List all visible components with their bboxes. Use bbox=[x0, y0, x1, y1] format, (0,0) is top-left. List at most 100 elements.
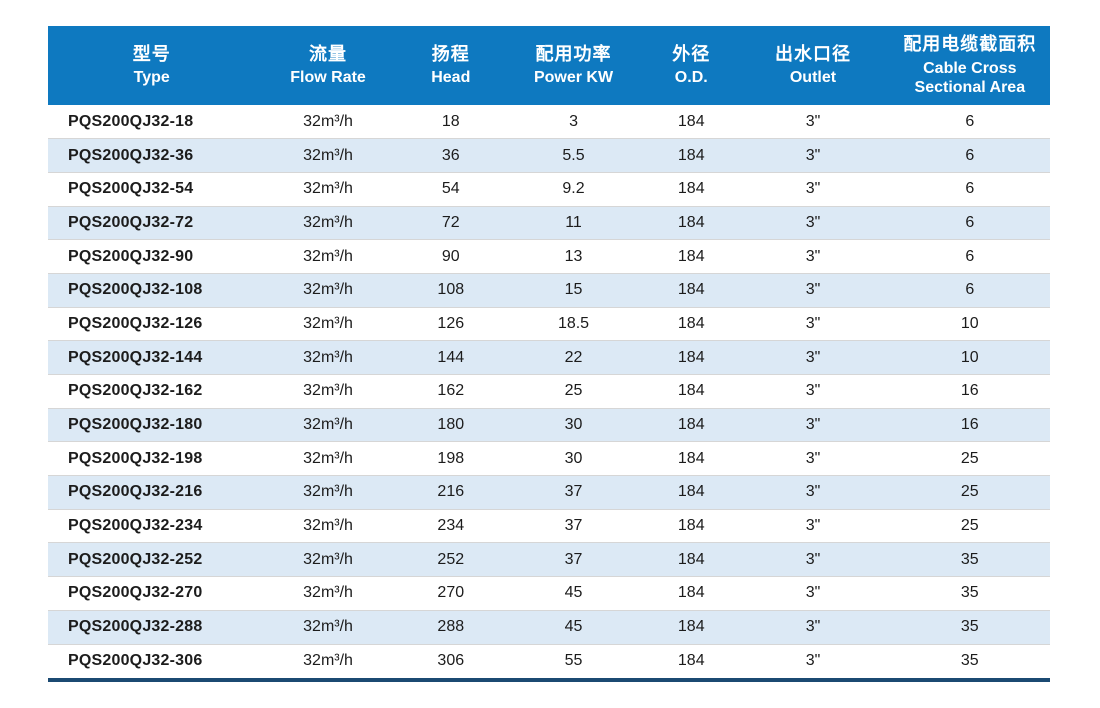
cell-power: 37 bbox=[500, 475, 647, 510]
cell-cable-area: 35 bbox=[889, 643, 1050, 678]
column-header-outlet: 出水口径 Outlet bbox=[736, 26, 890, 105]
pump-spec-table: 型号 Type 流量 Flow Rate 扬程 Head 配用功率 Power … bbox=[48, 26, 1050, 682]
cell-flow-rate: 32m³/h bbox=[255, 272, 401, 308]
cell-flow-rate: 32m³/h bbox=[255, 643, 401, 678]
cell-head: 108 bbox=[400, 272, 501, 308]
cell-head: 216 bbox=[400, 475, 501, 510]
table-row: PQS200QJ32-126 32m³/h 126 18.5 184 3" 10 bbox=[48, 306, 1050, 341]
cell-head: 90 bbox=[400, 239, 501, 274]
table-row: PQS200QJ32-216 32m³/h 216 37 184 3" 25 bbox=[48, 475, 1050, 510]
cell-od: 184 bbox=[646, 138, 737, 173]
header-power-cn: 配用功率 bbox=[535, 43, 612, 64]
cell-od: 184 bbox=[646, 576, 737, 611]
column-header-od: 外径 O.D. bbox=[646, 26, 737, 105]
column-header-type: 型号 Type bbox=[48, 26, 256, 105]
cell-type: PQS200QJ32-216 bbox=[48, 475, 256, 510]
cell-od: 184 bbox=[646, 374, 737, 409]
header-cable-area-en: Cable Cross Sectional Area bbox=[914, 59, 1026, 96]
header-type-cn: 型号 bbox=[132, 43, 171, 64]
cell-type: PQS200QJ32-180 bbox=[48, 407, 256, 442]
table-row: PQS200QJ32-162 32m³/h 162 25 184 3" 16 bbox=[48, 374, 1050, 409]
header-head-cn: 扬程 bbox=[431, 43, 470, 64]
cell-cable-area: 25 bbox=[889, 508, 1050, 543]
header-od-cn: 外径 bbox=[672, 43, 711, 64]
cell-power: 5.5 bbox=[500, 138, 647, 173]
cell-power: 37 bbox=[500, 508, 647, 543]
cell-power: 30 bbox=[500, 407, 647, 442]
cell-type: PQS200QJ32-90 bbox=[48, 239, 256, 274]
cell-cable-area: 10 bbox=[889, 340, 1050, 375]
cell-power: 9.2 bbox=[500, 171, 647, 207]
cell-flow-rate: 32m³/h bbox=[255, 306, 401, 341]
header-head-en: Head bbox=[431, 69, 471, 87]
cell-head: 18 bbox=[441, 112, 460, 130]
cell-od: 184 bbox=[646, 272, 737, 308]
table-row: PQS200QJ32-252 32m³/h 252 37 184 3" 35 bbox=[48, 542, 1050, 577]
table-row: PQS200QJ32-198 32m³/h 198 30 184 3" 25 bbox=[48, 441, 1050, 476]
cell-outlet: 3" bbox=[736, 272, 890, 308]
cell-power: 37 bbox=[500, 542, 647, 577]
cell-type: PQS200QJ32-126 bbox=[48, 306, 256, 341]
cell-type: PQS200QJ32-54 bbox=[48, 171, 256, 207]
cell-power: 18.5 bbox=[500, 306, 647, 341]
header-row: 型号 Type 流量 Flow Rate 扬程 Head 配用功率 Power … bbox=[48, 26, 1050, 105]
cell-flow-rate: 32m³/h bbox=[255, 475, 401, 510]
cell-flow-rate: 32m³/h bbox=[255, 171, 401, 207]
cell-flow-rate: 32m³/h bbox=[255, 609, 401, 644]
cell-outlet: 3" bbox=[736, 475, 890, 510]
cell-power: 22 bbox=[500, 340, 647, 375]
cell-head: 126 bbox=[400, 306, 501, 341]
cell-flow-rate: 32m³/h bbox=[255, 138, 401, 173]
cell-type: PQS200QJ32-72 bbox=[48, 205, 256, 240]
cell-od: 184 bbox=[646, 306, 737, 341]
cell-type: PQS200QJ32-108 bbox=[48, 272, 256, 308]
cell-od: 184 bbox=[646, 239, 737, 274]
cell-od: 184 bbox=[646, 643, 737, 678]
cell-type: PQS200QJ32-234 bbox=[48, 508, 256, 543]
table-header: 型号 Type 流量 Flow Rate 扬程 Head 配用功率 Power … bbox=[48, 26, 1050, 105]
cell-cable-area: 6 bbox=[889, 272, 1050, 308]
cell-flow-rate: 32m³/h bbox=[255, 542, 401, 577]
cell-head: 234 bbox=[400, 508, 501, 543]
header-flow-rate-cn: 流量 bbox=[309, 43, 348, 64]
cell-cable-area: 6 bbox=[889, 205, 1050, 240]
cell-od: 184 bbox=[646, 340, 737, 375]
cell-type: PQS200QJ32-306 bbox=[48, 643, 256, 678]
cell-cable-area: 6 bbox=[889, 138, 1050, 173]
cell-flow-rate: 32m³/h bbox=[255, 374, 401, 409]
cell-outlet: 3" bbox=[736, 171, 890, 207]
table-bottom-rule bbox=[48, 677, 1050, 682]
cell-cable-area: 16 bbox=[889, 407, 1050, 442]
cell-outlet: 3" bbox=[736, 508, 890, 543]
table-row: PQS200QJ32-36 32m³/h 36 5.5 184 3" 6 bbox=[48, 138, 1050, 173]
header-od-en: O.D. bbox=[674, 69, 708, 87]
cell-head: 198 bbox=[400, 441, 501, 476]
cell-cable-area: 35 bbox=[889, 542, 1050, 577]
cell-cable-area: 35 bbox=[889, 609, 1050, 644]
cell-outlet: 3" bbox=[736, 138, 890, 173]
cell-type: PQS200QJ32-18 bbox=[68, 112, 194, 130]
table-body: PQS200QJ32-18 32m³/h 18 3 184 3" 6 PQS20… bbox=[48, 105, 1050, 678]
cell-power: 3 bbox=[569, 112, 578, 130]
cell-power: 45 bbox=[500, 609, 647, 644]
cell-od: 184 bbox=[646, 441, 737, 476]
cell-flow-rate: 32m³/h bbox=[255, 508, 401, 543]
cell-type: PQS200QJ32-252 bbox=[48, 542, 256, 577]
cell-cable-area: 16 bbox=[889, 374, 1050, 409]
cell-power: 11 bbox=[500, 205, 647, 240]
table-row: PQS200QJ32-288 32m³/h 288 45 184 3" 35 bbox=[48, 609, 1050, 644]
cell-power: 45 bbox=[500, 576, 647, 611]
table-row: PQS200QJ32-144 32m³/h 144 22 184 3" 10 bbox=[48, 340, 1050, 375]
cell-od: 184 bbox=[646, 475, 737, 510]
cell-type: PQS200QJ32-162 bbox=[48, 374, 256, 409]
table-row: PQS200QJ32-72 32m³/h 72 11 184 3" 6 bbox=[48, 205, 1050, 240]
cell-type: PQS200QJ32-36 bbox=[48, 138, 256, 173]
column-header-head: 扬程 Head bbox=[400, 26, 501, 105]
cell-head: 252 bbox=[400, 542, 501, 577]
table-row: PQS200QJ32-90 32m³/h 90 13 184 3" 6 bbox=[48, 239, 1050, 274]
header-outlet-cn: 出水口径 bbox=[774, 43, 851, 64]
cell-cable-area: 6 bbox=[889, 239, 1050, 274]
cell-od: 184 bbox=[677, 112, 705, 130]
cell-cable-area: 25 bbox=[889, 475, 1050, 510]
